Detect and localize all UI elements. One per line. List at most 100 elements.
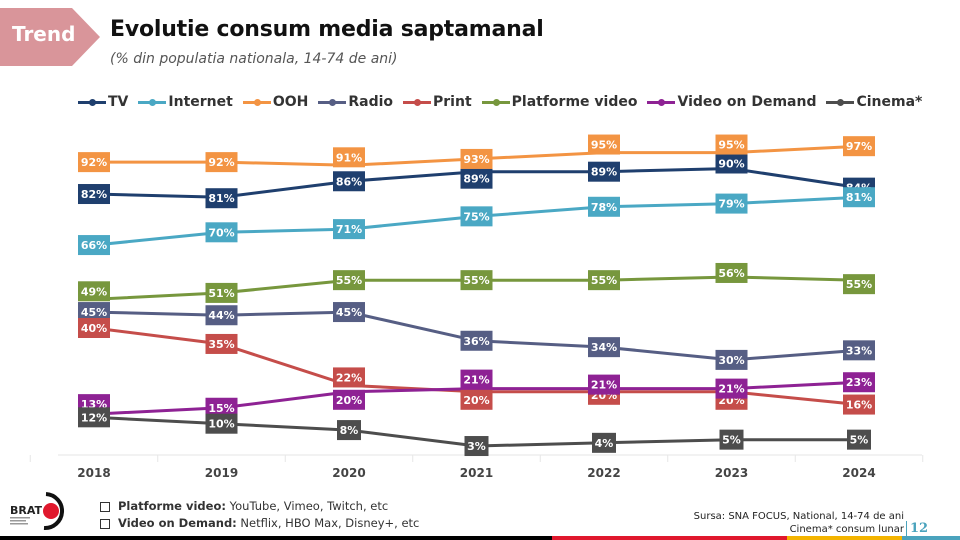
data-label-box-tv	[333, 171, 365, 192]
data-label-cinema: 10%	[208, 418, 234, 431]
legend-line-marker-icon	[647, 98, 676, 106]
legend-line-marker-icon	[403, 98, 432, 106]
x-tick-label-2024: 2024	[842, 466, 875, 480]
legend-label: Radio	[348, 94, 394, 110]
legend-line-marker-icon	[481, 98, 510, 106]
x-tick-label-2021: 2021	[460, 466, 493, 480]
data-label-platforme-video: 55%	[336, 274, 362, 287]
data-label-internet: 79%	[718, 198, 744, 211]
data-label-box-platforme-video	[843, 274, 875, 295]
data-label-box-internet	[715, 193, 748, 214]
note-label: Platforme video:	[118, 499, 226, 513]
data-label-platforme-video: 51%	[208, 287, 234, 300]
data-label-internet: 78%	[591, 201, 617, 214]
data-label-video-on-demand: 21%	[718, 383, 744, 396]
data-label-box-internet	[843, 187, 875, 208]
data-label-print: 22%	[336, 371, 362, 384]
data-label-box-print	[78, 318, 110, 338]
data-label-box-radio	[333, 302, 365, 323]
cinema-note: Cinema* consum lunar	[789, 524, 904, 535]
logo-subtext-line	[10, 523, 28, 525]
data-label-tv: 81%	[208, 192, 234, 205]
data-label-box-platforme-video	[205, 282, 238, 303]
logo-subtext-line	[10, 517, 30, 519]
data-label-box-print	[205, 333, 238, 354]
data-label-ooh: 92%	[81, 156, 107, 169]
data-label-video-on-demand: 15%	[208, 402, 234, 415]
data-label-platforme-video: 56%	[718, 267, 744, 280]
data-label-platforme-video: 55%	[846, 278, 872, 291]
data-label-box-ooh	[843, 136, 875, 157]
note-platforme-video: Platforme video: YouTube, Vimeo, Twitch,…	[100, 498, 419, 515]
data-label-internet: 66%	[81, 239, 107, 252]
data-label-box-video-on-demand	[333, 389, 365, 410]
data-label-radio: 33%	[846, 344, 872, 357]
data-label-print: 16%	[846, 399, 872, 412]
legend-item-tv: TV	[78, 94, 128, 110]
data-label-video-on-demand: 20%	[336, 394, 362, 407]
legend-label: Video on Demand	[677, 94, 817, 110]
data-label-ooh: 91%	[336, 151, 362, 164]
bottom-color-bar	[0, 536, 960, 540]
data-label-cinema: 8%	[340, 424, 359, 437]
legend-line-marker-icon	[242, 98, 271, 106]
data-label-internet: 71%	[336, 223, 362, 236]
data-label-box-print	[460, 389, 493, 410]
data-label-ooh: 95%	[591, 139, 617, 152]
data-label-video-on-demand: 23%	[846, 376, 872, 389]
data-label-tv: 89%	[463, 173, 489, 186]
x-tick-label-2020: 2020	[332, 466, 365, 480]
data-label-platforme-video: 55%	[591, 274, 617, 287]
data-label-internet: 81%	[846, 191, 872, 204]
legend-item-cinema: Cinema*	[826, 94, 922, 110]
data-label-box-cinema	[78, 407, 110, 428]
data-label-box-cinema	[592, 432, 616, 453]
legend-item-video-on-demand: Video on Demand	[647, 94, 816, 110]
legend-label: Platforme video	[511, 94, 638, 110]
legend-label: TV	[108, 94, 129, 110]
data-label-box-radio	[205, 305, 238, 326]
page-subtitle: (% din populatia nationala, 14-74 de ani…	[110, 51, 398, 67]
data-label-box-video-on-demand	[715, 378, 748, 399]
data-label-box-internet	[460, 206, 493, 227]
logo-dot-icon	[43, 503, 59, 519]
note-text: Netflix, HBO Max, Disney+, etc	[236, 516, 420, 530]
data-label-box-print	[333, 367, 365, 388]
data-label-box-cinema	[337, 420, 361, 441]
note-text: YouTube, Vimeo, Twitch, etc	[225, 499, 389, 513]
note-video-on-demand: Video on Demand: Netflix, HBO Max, Disne…	[100, 515, 419, 532]
data-label-box-cinema	[464, 436, 489, 457]
data-label-print: 40%	[81, 322, 107, 335]
data-label-box-tv	[205, 188, 238, 209]
data-label-box-ooh	[205, 152, 238, 173]
data-label-internet: 70%	[208, 226, 234, 239]
data-label-internet: 75%	[463, 210, 489, 223]
data-label-box-video-on-demand	[460, 369, 493, 390]
logo-arc-icon	[43, 492, 64, 531]
data-label-radio: 34%	[591, 341, 617, 354]
data-label-box-video-on-demand	[588, 374, 620, 395]
data-label-video-on-demand: 21%	[591, 379, 617, 392]
page-number: 12	[906, 521, 928, 536]
footnotes: Platforme video: YouTube, Vimeo, Twitch,…	[100, 498, 419, 532]
data-label-box-radio	[460, 330, 493, 351]
data-label-box-ooh	[333, 147, 365, 168]
data-label-cinema: 5%	[850, 434, 869, 447]
legend-item-internet: Internet	[138, 94, 233, 110]
legend-label: Cinema*	[856, 94, 923, 110]
logo-subtext-line	[10, 520, 26, 522]
trend-tag-label: Trend	[12, 22, 76, 46]
data-label-box-internet	[588, 196, 620, 217]
data-label-box-tv	[460, 168, 493, 189]
data-label-video-on-demand: 21%	[463, 374, 489, 387]
data-label-print: 35%	[208, 338, 234, 351]
legend-label: Internet	[168, 94, 233, 110]
legend-line-marker-icon	[78, 98, 106, 106]
bar-segment-red	[552, 536, 787, 540]
data-label-box-ooh	[715, 134, 748, 155]
data-label-tv: 86%	[336, 175, 362, 188]
data-label-platforme-video: 55%	[463, 274, 489, 287]
data-label-box-platforme-video	[78, 281, 110, 302]
data-label-box-print	[843, 394, 875, 415]
data-label-box-ooh	[460, 148, 493, 169]
